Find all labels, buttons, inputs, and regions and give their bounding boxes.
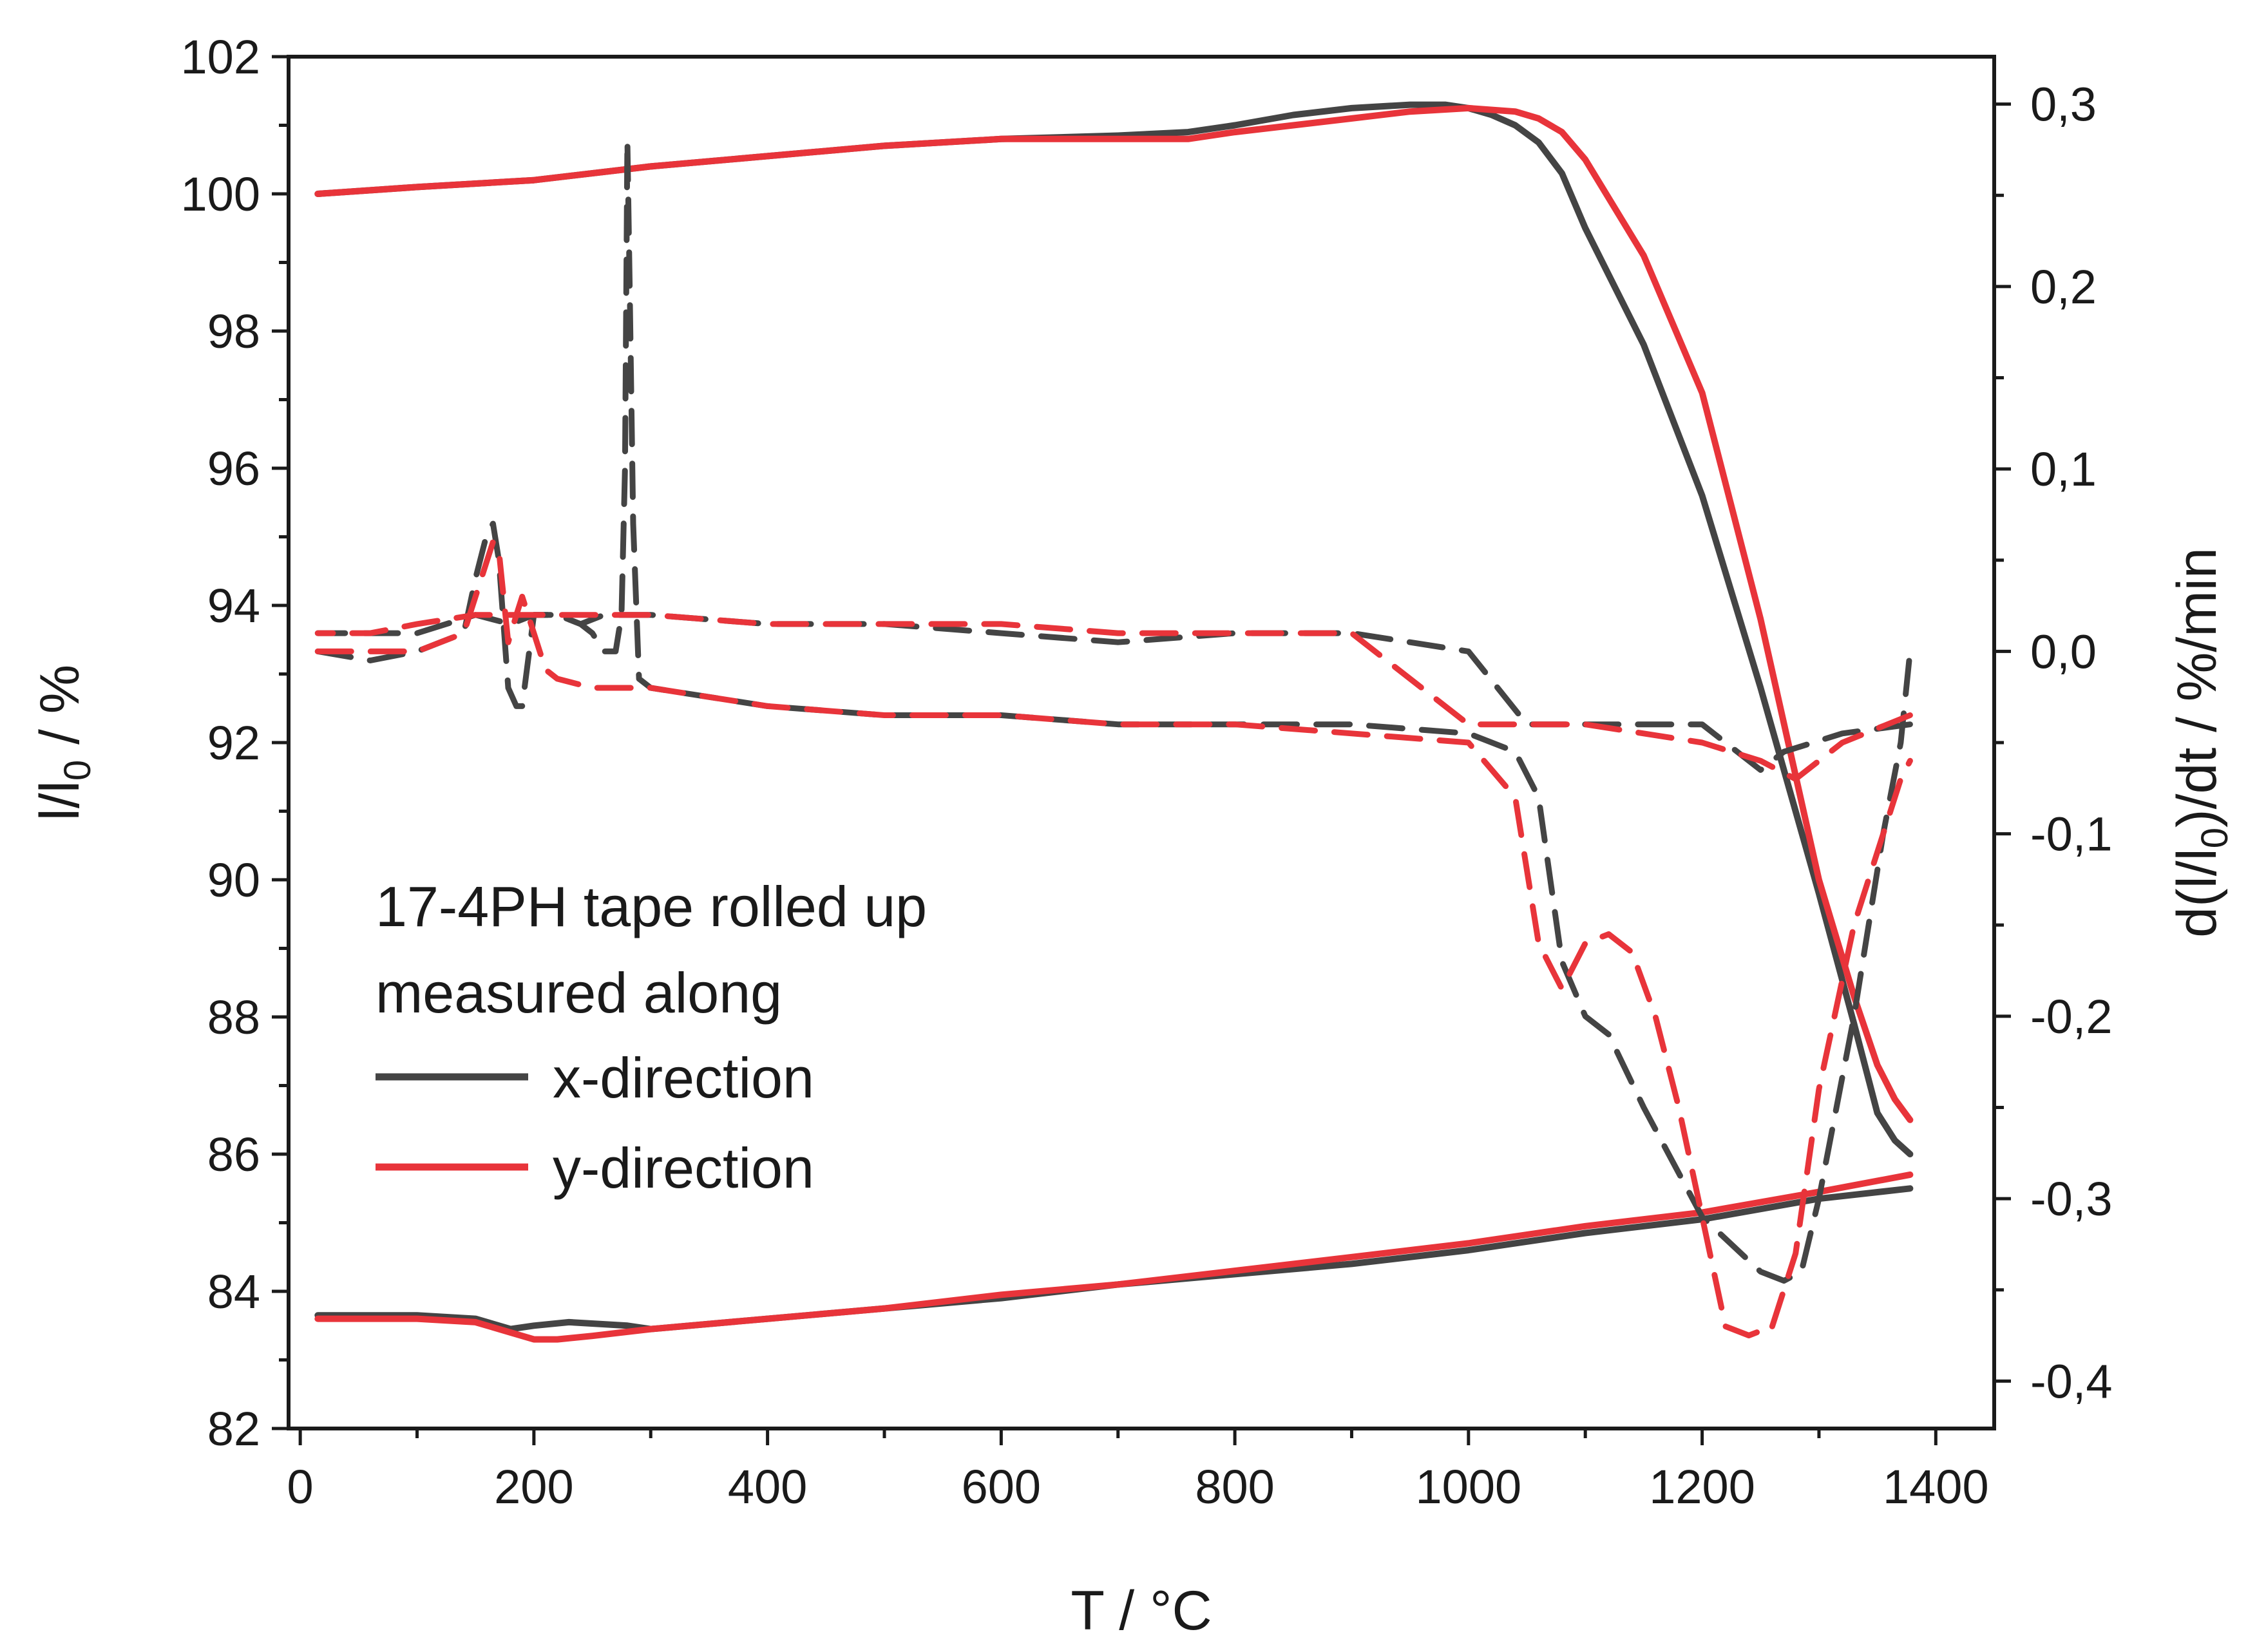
ticks-layer: 0 200 400 600 800 1000 1200 1400 82 84 86 88 90 92 94 9… [181,30,2113,1514]
y-right-label-sub: 0 [2194,828,2236,848]
x-tick-label: 0 [287,1460,314,1514]
y-right-tick-label: 0,3 [2030,78,2097,131]
x-tick-label: 1200 [1649,1460,1755,1514]
y-left-tick-label: 100 [181,167,260,221]
x-tick-label: 1000 [1416,1460,1522,1514]
x-tick-label: 600 [962,1460,1041,1514]
y-right-tick-label: -0,1 [2030,808,2113,861]
y-right-tick-label: -0,3 [2030,1172,2113,1226]
y-left-tick-label: 82 [207,1402,260,1456]
series-2-y-direction-l-l0-heating [314,104,1914,1123]
series-layer [314,101,1914,1343]
y-left-tick-label: 84 [207,1265,260,1318]
y-right-label-pre: d(l/l [2166,848,2228,938]
y-left-tick-label: 86 [207,1128,260,1181]
legend: 17-4PH tape rolled up measured along x-d… [376,875,927,1200]
series-6-y-direction-d-l-l0-dt-heating [314,538,1775,1338]
y-left-label-main: l/l [29,781,91,821]
legend-label-y-direction: y-direction [553,1136,814,1200]
y-right-label-post: )/dt / %/min [2166,547,2228,828]
x-tick-label: 1400 [1883,1460,1989,1514]
x-tick-label: 800 [1195,1460,1274,1514]
y-left-tick-label: 98 [207,305,260,358]
series-7-y-direction-d-l-l0-dt-tail [1769,757,1913,1329]
y-left-tick-label: 94 [207,579,260,632]
y-left-tick-label: 96 [207,442,260,495]
y-right-tick-label: -0,2 [2030,990,2113,1043]
y-right-axis-label: d(l/l0)/dt / %/min [2166,547,2236,938]
y-left-label-sub: 0 [57,760,99,781]
series-3-y-direction-l-l0-cooling [314,1171,1914,1343]
x-tick-label: 200 [494,1460,573,1514]
y-right-tick-label: 0,0 [2030,625,2097,678]
y-left-label-after: / % [29,665,91,760]
y-left-axis-label: l/l0 / % [29,665,99,821]
legend-title-line-1: 17-4PH tape rolled up [376,875,927,938]
legend-title-line-2: measured along [376,961,782,1025]
series-4-x-direction-d-l-l0-dt-heating [314,137,1913,1284]
y-left-tick-label: 90 [207,853,260,907]
y-right-tick-label: 0,2 [2030,260,2097,314]
legend-label-x-direction: x-direction [553,1046,814,1110]
series-8-y-direction-d-l-l0-dt-cooling [314,612,1913,783]
y-right-tick-label: 0,1 [2030,442,2097,496]
y-left-tick-label: 92 [207,716,260,770]
y-left-tick-label: 102 [181,30,260,84]
x-tick-label: 400 [728,1460,807,1514]
x-axis-label: T / °C [1071,1580,1212,1642]
y-right-tick-label: -0,4 [2030,1354,2113,1408]
y-left-tick-label: 88 [207,991,260,1044]
